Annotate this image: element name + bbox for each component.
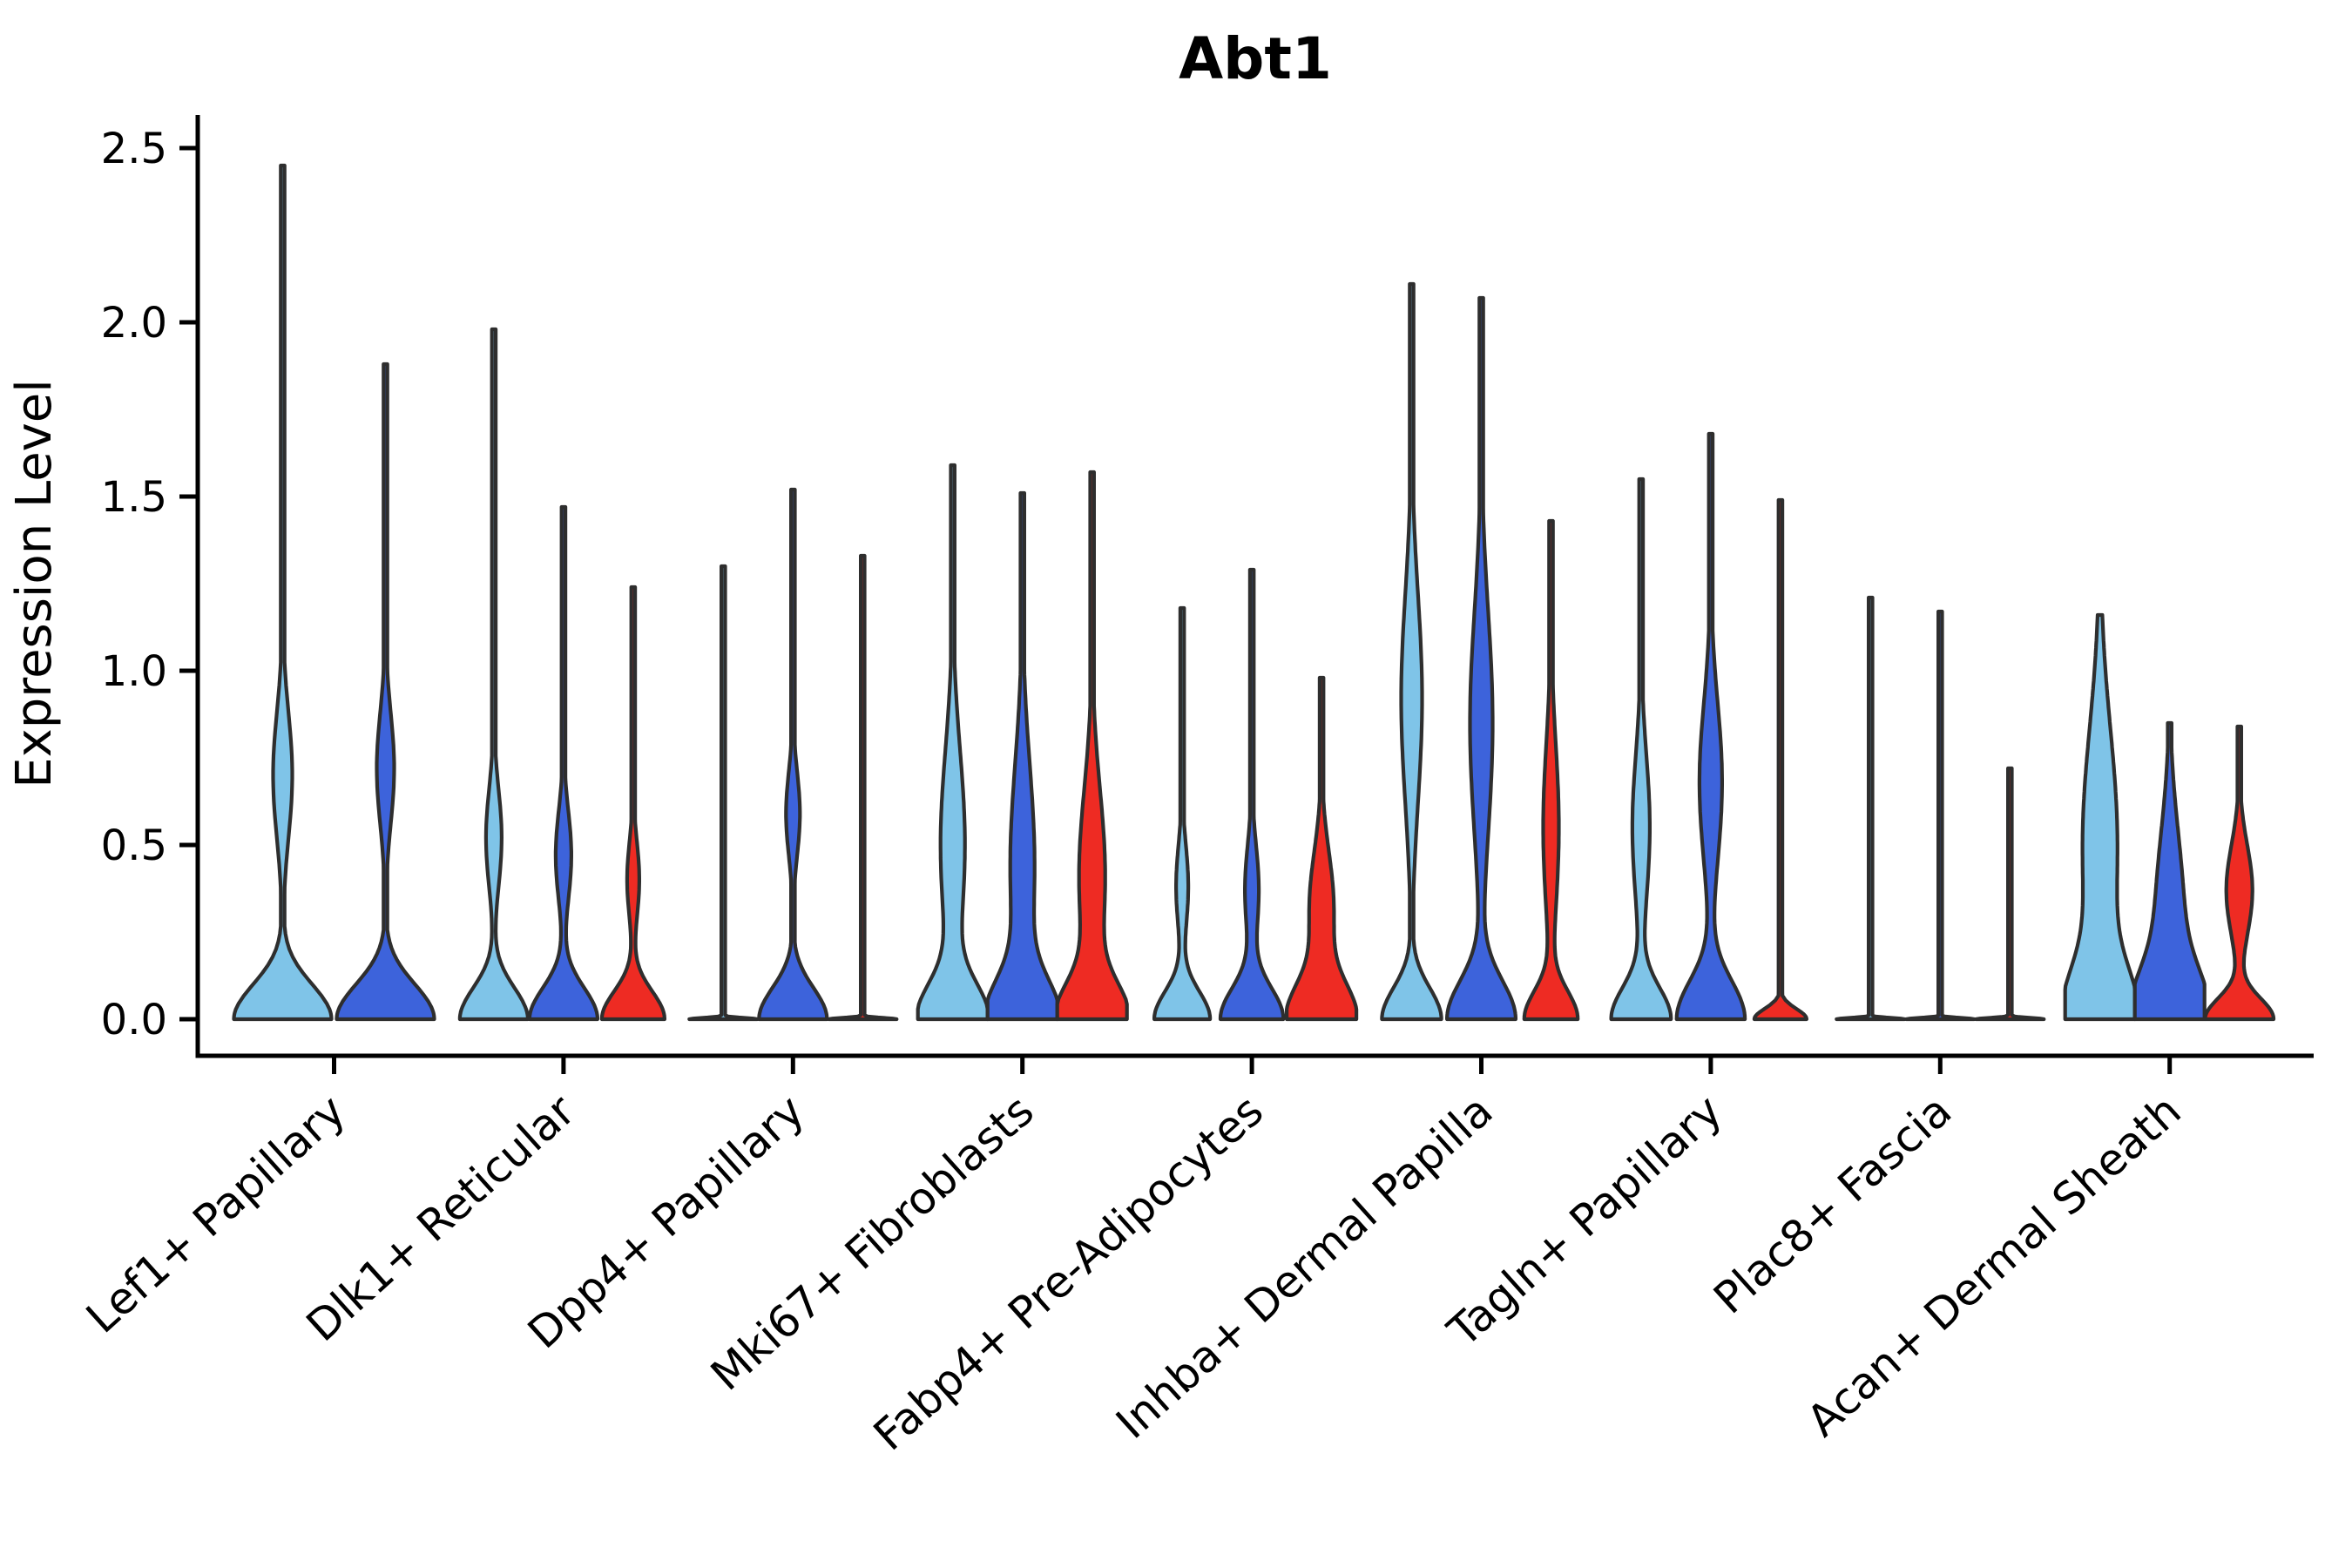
x-category-label: Fabp4+ Pre-Adipocytes	[864, 1085, 1273, 1461]
violin-4-1	[916, 463, 990, 1022]
y-tick-label: 1.5	[101, 473, 167, 522]
violin-8-3	[1974, 766, 2046, 1022]
violin-3-3	[827, 553, 899, 1022]
violin-1-2	[335, 362, 436, 1022]
violin-6-2	[1445, 295, 1517, 1022]
y-tick-label: 2.5	[101, 125, 167, 173]
violin-9-1	[2063, 612, 2137, 1022]
violin-6-1	[1380, 281, 1443, 1022]
y-tick-label: 0.0	[101, 996, 167, 1044]
violin-7-3	[1752, 497, 1808, 1022]
x-category-label: Plac8+ Fascia	[1704, 1085, 1961, 1324]
violin-2-3	[599, 585, 666, 1022]
violin-3-1	[687, 564, 760, 1022]
violin-2-2	[527, 504, 599, 1022]
x-category-label: Inhba+ Dermal Papilla	[1106, 1085, 1502, 1449]
violin-7-1	[1609, 476, 1673, 1022]
violin-1-1	[232, 163, 334, 1022]
y-tick-label: 0.5	[101, 821, 167, 870]
violin-3-2	[757, 487, 829, 1022]
violin-6-3	[1522, 518, 1580, 1022]
violin-8-1	[1835, 595, 1907, 1022]
y-tick-label: 1.0	[101, 647, 167, 696]
chart-title: Abt1	[1179, 25, 1332, 92]
x-category-label: Acan+ Dermal Sheath	[1797, 1085, 2190, 1447]
violin-9-3	[2203, 724, 2276, 1022]
violin-5-1	[1152, 605, 1213, 1022]
violin-2-1	[457, 327, 530, 1022]
violin-4-3	[1055, 470, 1129, 1022]
y-tick-label: 2.0	[101, 299, 167, 348]
violin-5-3	[1285, 675, 1359, 1022]
y-axis-label: Expression Level	[6, 379, 63, 788]
violin-5-2	[1218, 567, 1286, 1022]
violin-9-2	[2132, 720, 2207, 1022]
violin-4-2	[985, 490, 1059, 1022]
violin-8-2	[1904, 609, 1977, 1022]
violin-7-2	[1674, 431, 1747, 1022]
